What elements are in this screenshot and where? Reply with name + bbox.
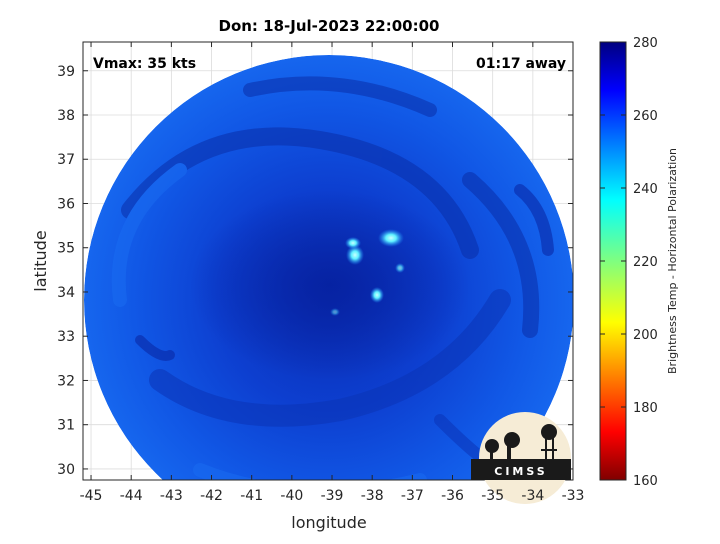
cimss-logo-text: CIMSS [494,465,547,478]
x-axis-label: longitude [291,513,366,532]
colorbar-tick-label: 280 [633,36,658,51]
x-tick-marks [90,42,574,480]
x-tick-labels: -45 -44 -43 -42 -41 -40 -39 -38 -37 -36 -35 -34 -33 [80,488,585,504]
x-tick-label: -38 [361,488,384,504]
x-tick-label: -35 [481,488,504,504]
y-tick-label: 32 [57,373,75,389]
y-tick-label: 34 [57,285,75,301]
colorbar-tick-label: 260 [633,109,658,124]
y-tick-labels: 30 31 32 33 34 35 36 37 38 39 [57,64,75,478]
y-axis-label: latitude [31,230,50,291]
colorbar-tick-labels: 160 180 200 220 240 260 280 [633,36,658,489]
colorbar-label: Brightness Temp - Horizontal Polarizatio… [666,148,679,374]
y-tick-label: 33 [57,329,75,345]
plot-area [82,41,574,481]
x-tick-label: -41 [240,488,263,504]
time-away-label: 01:17 away [476,56,566,72]
x-tick-label: -34 [521,488,544,504]
brightness-temperature-swath [84,55,573,480]
x-tick-label: -37 [401,488,424,504]
x-tick-label: -43 [160,488,183,504]
x-tick-label: -45 [80,488,103,504]
x-tick-label: -33 [562,488,585,504]
y-tick-label: 36 [57,196,75,212]
cimss-logo: CIMSS [471,412,571,504]
colorbar-tick-label: 200 [633,328,658,343]
colorbar-tick-label: 240 [633,182,658,197]
colorbar-tick-label: 160 [633,474,658,489]
colorbar: 160 180 200 220 240 260 280 Brightness Temp - … [599,36,679,489]
x-tick-label: -42 [200,488,223,504]
colorbar-tick-label: 180 [633,401,658,416]
y-tick-label: 31 [57,418,75,434]
colorbar-tick-label: 220 [633,255,658,270]
y-tick-label: 37 [57,152,75,168]
x-tick-label: -39 [321,488,344,504]
colorbar-tick-marks [600,41,626,481]
map-title: Don: 18-Jul-2023 22:00:00 [219,17,440,35]
x-tick-label: -40 [280,488,303,504]
y-tick-label: 38 [57,108,75,124]
x-tick-label: -44 [120,488,143,504]
x-tick-label: -36 [441,488,464,504]
y-tick-label: 35 [57,241,75,257]
y-tick-label: 30 [57,462,75,478]
y-tick-label: 39 [57,64,75,80]
vmax-label: Vmax: 35 kts [93,56,196,72]
